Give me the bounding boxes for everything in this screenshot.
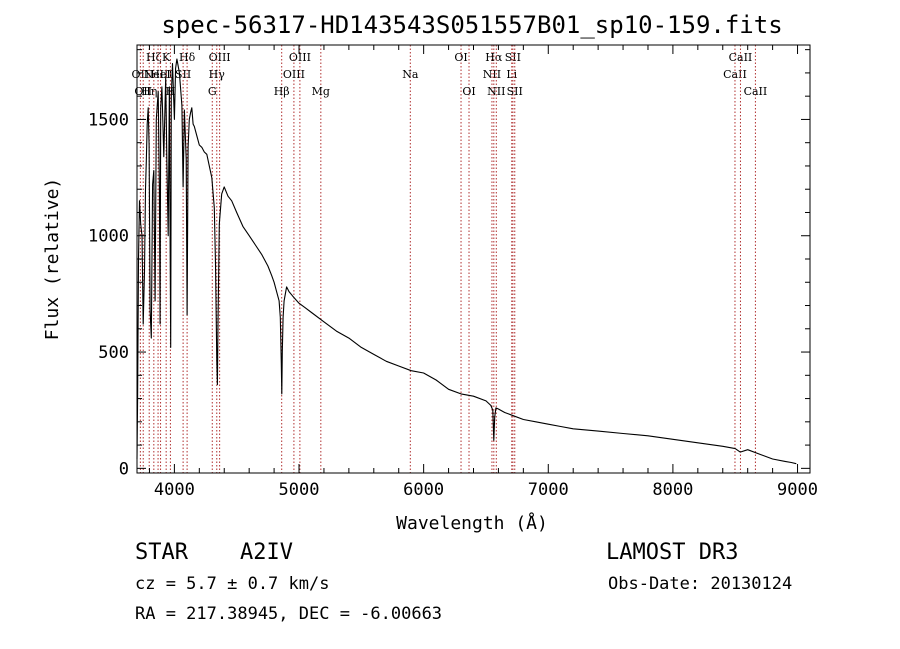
marker-label: OIII <box>289 51 311 64</box>
marker-label: H <box>166 85 176 98</box>
x-tick-label: 7000 <box>528 480 569 500</box>
marker-label: NII <box>483 68 501 81</box>
line-markers: OIIOIIHηHζNeIIIHeIKHHδSIIGHγOIIIHβOIIIOI… <box>132 45 768 473</box>
y-tick-label: 0 <box>119 459 129 479</box>
x-tick-label: 4000 <box>154 480 195 500</box>
marker-label: CaII <box>729 51 753 64</box>
marker-label: Hζ <box>146 51 162 64</box>
y-tick-label: 1500 <box>88 110 129 130</box>
x-axis-ticks: 4000 5000 6000 7000 8000 9000 <box>148 45 818 500</box>
marker-label: G <box>208 85 217 98</box>
survey-name: LAMOST DR3 <box>606 540 739 565</box>
marker-label: Hη <box>141 85 157 98</box>
marker-label: Na <box>402 68 419 81</box>
observation-date: Obs-Date: 20130124 <box>608 574 793 594</box>
object-subclass: A2IV <box>240 540 293 565</box>
marker-label: OII <box>132 68 150 81</box>
marker-label: Hδ <box>179 51 196 64</box>
x-tick-label: 9000 <box>777 480 818 500</box>
plot-frame <box>136 44 811 474</box>
marker-label: OII <box>134 85 152 98</box>
marker-label: OI <box>462 85 475 98</box>
marker-label: Hγ <box>209 68 226 81</box>
marker-label: K <box>162 51 171 64</box>
chart-title: spec-56317-HD143543S051557B01_sp10-159.f… <box>161 11 782 39</box>
redshift-cz: cz = 5.7 ± 0.7 km/s <box>135 574 330 594</box>
x-tick-label: 6000 <box>403 480 444 500</box>
marker-label: SII <box>175 68 191 81</box>
marker-label: Mg <box>312 85 330 98</box>
x-tick-label: 8000 <box>652 480 693 500</box>
marker-label: Li <box>506 68 517 81</box>
marker-label: OIII <box>209 51 231 64</box>
x-axis-label: Wavelength (Å) <box>396 512 548 534</box>
marker-label: NII <box>487 85 505 98</box>
marker-label: Hβ <box>274 85 290 98</box>
marker-label: Hα <box>485 51 503 64</box>
marker-label: OI <box>454 51 467 64</box>
spectrum-series <box>136 58 797 465</box>
spectrum-line <box>136 58 797 465</box>
y-tick-label: 1000 <box>88 227 129 247</box>
marker-label: CaII <box>723 68 747 81</box>
marker-label: SII <box>505 51 521 64</box>
coordinates: RA = 217.38945, DEC = -6.00663 <box>135 604 443 624</box>
y-tick-label: 500 <box>98 343 129 363</box>
marker-label: OIII <box>283 68 305 81</box>
y-axis-ticks: 0 500 1000 1500 <box>88 49 810 479</box>
marker-label: CaII <box>744 85 768 98</box>
object-class: STAR <box>135 540 188 565</box>
marker-label: HeI <box>150 68 170 81</box>
x-tick-label: 5000 <box>279 480 320 500</box>
y-axis-label: Flux (relative) <box>42 178 63 341</box>
marker-label: SII <box>507 85 523 98</box>
